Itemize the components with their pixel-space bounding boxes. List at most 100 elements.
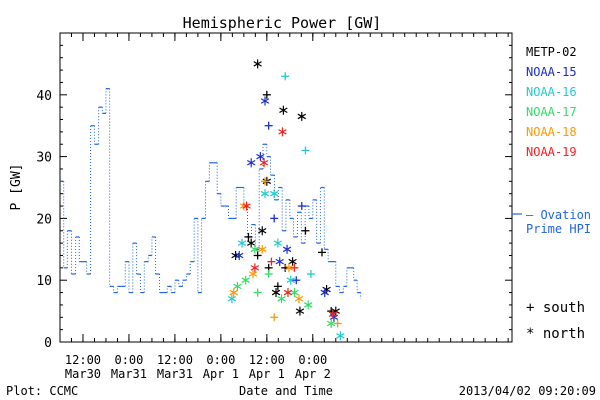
marker-legend-entry: + south — [526, 300, 585, 316]
point-south — [260, 177, 269, 186]
point-north — [253, 59, 262, 69]
y-axis-label: P [GW] — [9, 164, 24, 211]
point-north — [241, 275, 250, 285]
point-south — [262, 90, 271, 99]
y-tick-label: 0 — [44, 336, 52, 351]
point-north — [242, 201, 251, 211]
point-north — [322, 284, 331, 294]
point-south — [292, 276, 301, 285]
x-axis-label: Date and Time — [239, 384, 333, 398]
point-north — [258, 244, 267, 254]
point-south — [290, 263, 299, 272]
point-north — [304, 300, 313, 310]
x-tick-label-time: 12:00 — [249, 353, 285, 367]
point-north — [275, 257, 284, 267]
point-south — [281, 72, 290, 81]
chart-title: Hemispheric Power [GW] — [183, 14, 382, 32]
point-north — [288, 257, 297, 267]
point-south — [301, 226, 310, 235]
point-north — [237, 238, 247, 248]
point-south — [270, 214, 279, 223]
point-north — [256, 152, 265, 162]
point-south — [317, 248, 326, 257]
point-north — [326, 318, 336, 328]
point-south — [306, 270, 315, 279]
point-north — [259, 158, 269, 168]
point-north — [247, 158, 256, 168]
legend-entry: NOAA-16 — [526, 85, 577, 99]
point-north — [278, 127, 287, 137]
point-north — [260, 96, 270, 106]
legend-entry: NOAA-19 — [526, 145, 577, 159]
legend-entry: NOAA-18 — [526, 125, 577, 139]
point-north — [290, 288, 299, 298]
legend-entry: NOAA-15 — [526, 65, 577, 79]
x-tick-label-date: Mar31 — [111, 367, 147, 381]
point-north — [283, 288, 293, 298]
y-tick-label: 10 — [36, 274, 52, 289]
point-south — [267, 257, 276, 266]
point-north — [286, 275, 295, 285]
point-south — [270, 313, 279, 322]
point-south — [253, 251, 262, 260]
point-north — [320, 288, 329, 298]
point-north — [336, 331, 345, 341]
legend-entry: METP-02 — [526, 45, 577, 59]
x-tick-label-date: Mar30 — [65, 367, 101, 381]
point-north — [279, 105, 288, 115]
point-north — [260, 189, 270, 199]
x-tick-label-time: 12:00 — [65, 353, 101, 367]
point-south — [301, 146, 310, 155]
y-tick-label: 40 — [36, 89, 52, 104]
point-north — [258, 226, 267, 236]
x-tick-label-time: 0:00 — [298, 353, 327, 367]
x-tick-label-date: Apr 2 — [295, 367, 331, 381]
point-north — [271, 288, 281, 298]
point-north — [250, 263, 260, 273]
point-south — [264, 270, 273, 279]
point-north — [273, 238, 283, 248]
ovation-legend-label: Prime HPI — [526, 222, 591, 236]
ovation-legend-label: – Ovation — [526, 208, 591, 222]
point-north — [250, 244, 260, 254]
footer-right: 2013/04/02 09:20:09 — [459, 384, 596, 398]
plot-frame — [59, 32, 513, 343]
point-south — [244, 232, 253, 241]
footer-left: Plot: CCMC — [6, 384, 78, 398]
y-axis-ticks: 0 10 20 30 40 — [36, 44, 512, 351]
x-tick-label-time: 12:00 — [157, 353, 193, 367]
point-south — [273, 282, 282, 291]
satellite-points — [227, 59, 345, 341]
point-north — [248, 269, 258, 279]
point-north — [328, 309, 338, 319]
legend-entry: NOAA-17 — [526, 105, 577, 119]
legend: METP-02 NOAA-15 NOAA-16 NOAA-17 NOAA-18 NOAA-… — [512, 45, 591, 342]
y-tick-label: 20 — [36, 212, 52, 227]
x-tick-label-date: Mar31 — [157, 367, 193, 381]
x-tick-label-time: 0:00 — [206, 353, 235, 367]
point-north — [229, 288, 238, 298]
point-north — [233, 281, 242, 291]
point-north — [231, 250, 240, 260]
x-tick-label-date: Apr 1 — [249, 367, 285, 381]
point-north — [294, 294, 304, 304]
point-north — [227, 294, 237, 304]
point-north — [284, 263, 294, 273]
point-north — [235, 250, 244, 260]
point-south — [253, 288, 262, 297]
point-north — [297, 111, 306, 121]
point-south — [333, 319, 342, 328]
point-north — [277, 294, 286, 304]
x-tick-label-date: Apr 1 — [203, 367, 239, 381]
marker-legend-entry: * north — [526, 326, 585, 342]
point-north — [295, 306, 305, 316]
point-north — [269, 189, 279, 199]
point-north — [247, 238, 256, 248]
point-south — [264, 121, 273, 130]
y-tick-label: 30 — [36, 151, 52, 166]
series-ovation-prime-hpi — [60, 88, 362, 299]
point-north — [282, 244, 292, 254]
x-tick-label-time: 0:00 — [114, 353, 143, 367]
